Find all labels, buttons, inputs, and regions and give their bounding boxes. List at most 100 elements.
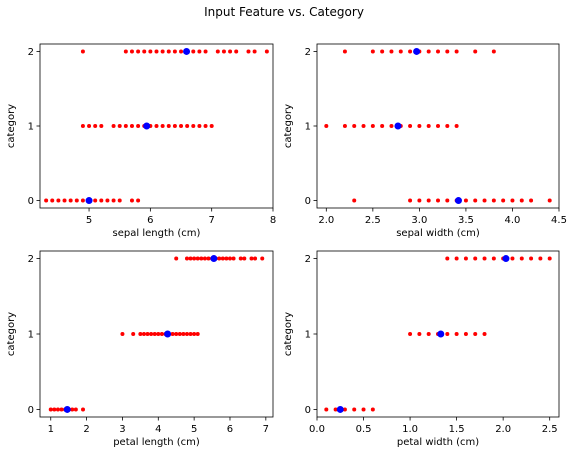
sample-point (124, 124, 128, 128)
sample-point (427, 49, 431, 53)
y-tick-label: 2 (28, 254, 34, 265)
sample-point (93, 124, 97, 128)
sample-point (185, 332, 189, 336)
sample-point (146, 332, 150, 336)
sample-point (192, 332, 196, 336)
sample-point (204, 49, 208, 53)
sample-point (161, 124, 165, 128)
sample-point (501, 199, 505, 203)
subplot-1: 5 6 7 8 0 1 2 sepal length (cm) category (6, 44, 276, 239)
sample-point (173, 124, 177, 128)
sample-point (234, 49, 238, 53)
sample-point (343, 124, 347, 128)
x-tick-label: 2 (83, 424, 89, 435)
sample-point (148, 49, 152, 53)
sample-point (352, 124, 356, 128)
y-tick-label: 0 (28, 405, 34, 416)
sample-point (483, 257, 487, 261)
mean-point (337, 406, 344, 413)
x-tick-label: 3 (119, 424, 125, 435)
series-1 (324, 49, 551, 202)
sample-point (473, 332, 477, 336)
sample-point (171, 332, 175, 336)
mean-point (413, 48, 420, 55)
sample-point (192, 257, 196, 261)
sample-point (179, 124, 183, 128)
sample-point (222, 49, 226, 53)
sample-point (130, 199, 134, 203)
sample-point (352, 407, 356, 411)
sample-point (81, 407, 85, 411)
sample-point (136, 49, 140, 53)
sample-point (445, 124, 449, 128)
y-tick-label: 0 (305, 405, 311, 416)
sample-point (118, 124, 122, 128)
sample-point (473, 257, 477, 261)
sample-point (371, 407, 375, 411)
sample-point (464, 332, 468, 336)
x-tick-label: 2.0 (495, 424, 511, 435)
sample-point (153, 332, 157, 336)
sample-point (510, 257, 514, 261)
x-tick-label: 8 (270, 215, 276, 226)
sample-point (492, 49, 496, 53)
sample-point (464, 257, 468, 261)
sample-point (178, 332, 182, 336)
sample-point (445, 257, 449, 261)
sample-point (130, 49, 134, 53)
sample-point (529, 199, 533, 203)
x-tick-label: 2.5 (365, 215, 381, 226)
sample-point (548, 199, 552, 203)
y-tick-label: 2 (305, 254, 311, 265)
sample-point (417, 124, 421, 128)
sample-point (253, 257, 257, 261)
sample-point (246, 49, 250, 53)
x-tick-label: 4.0 (505, 215, 521, 226)
sample-point (118, 199, 122, 203)
sample-point (228, 49, 232, 53)
sample-point (149, 332, 153, 336)
y-tick-label: 0 (28, 196, 34, 207)
sample-point (324, 124, 328, 128)
x-tick-label: 3.5 (458, 215, 474, 226)
sample-point (389, 49, 393, 53)
sample-point (371, 124, 375, 128)
x-tick-label: 6 (227, 424, 233, 435)
sample-point (445, 332, 449, 336)
sample-point (436, 199, 440, 203)
sample-point (120, 332, 124, 336)
sample-point (87, 124, 91, 128)
sample-point (50, 199, 54, 203)
subplot-2: 2.0 2.5 3.0 3.5 4.0 4.5 0 1 2 sepal width (cm) cat… (283, 44, 567, 239)
sample-point (60, 407, 64, 411)
sample-point (417, 199, 421, 203)
mean-point (183, 48, 190, 55)
sample-point (417, 332, 421, 336)
sample-point (185, 257, 189, 261)
x-tick-label: 5 (86, 215, 92, 226)
mean-point (502, 255, 509, 262)
sample-point (70, 407, 74, 411)
mean-point (437, 331, 444, 338)
sample-point (520, 199, 524, 203)
y-tick-label: 0 (305, 196, 311, 207)
sample-point (93, 199, 97, 203)
sample-point (142, 49, 146, 53)
sample-point (142, 332, 146, 336)
y-tick-label: 1 (28, 122, 34, 133)
sample-point (138, 332, 142, 336)
sample-point (492, 257, 496, 261)
sample-point (197, 49, 201, 53)
sample-point (174, 257, 178, 261)
sample-point (216, 49, 220, 53)
sample-point (191, 124, 195, 128)
sample-point (185, 124, 189, 128)
sample-point (473, 49, 477, 53)
mean-point (394, 123, 401, 130)
sample-point (210, 124, 214, 128)
y-tick-label: 1 (305, 330, 311, 341)
sample-point (510, 199, 514, 203)
sample-point (196, 257, 200, 261)
sample-point (538, 257, 542, 261)
sample-point (389, 124, 393, 128)
